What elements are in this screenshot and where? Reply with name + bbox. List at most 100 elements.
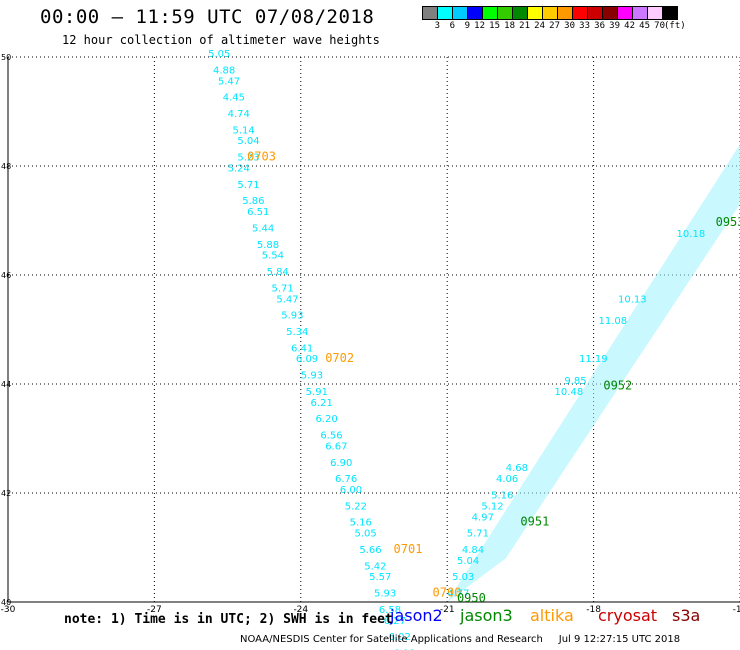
colorbar-label: 3 [434, 21, 440, 31]
swh-value: 5.04 [457, 556, 479, 567]
swh-value: 9.85 [564, 376, 586, 387]
swh-value: 5.14 [232, 125, 254, 136]
legend-jason2: jason2 [390, 606, 443, 625]
y-tick-label: 44 [1, 380, 11, 389]
chart-title: 00:00 — 11:59 UTC 07/08/2018 [40, 6, 375, 28]
time-label: 0700 [433, 586, 462, 600]
swh-value: 5.05 [354, 529, 376, 540]
swh-value: 10.48 [555, 387, 584, 398]
swh-value: 5.12 [481, 501, 503, 512]
swh-value: 5.47 [218, 76, 240, 87]
colorbar-label: 12 [474, 21, 485, 31]
swh-value: 5.71 [467, 529, 489, 540]
swh-value: 5.84 [267, 267, 289, 278]
swh-value: 4.97 [472, 512, 494, 523]
swh-value: 6.51 [247, 207, 269, 218]
swh-value: 10.13 [618, 294, 647, 305]
time-label: 0701 [394, 542, 423, 556]
colorbar-label: 33 [579, 21, 590, 31]
swh-value: 5.47 [276, 294, 298, 305]
swh-value: 6.58 [379, 605, 401, 616]
time-label: 0703 [247, 150, 276, 164]
swh-value: 6.00 [340, 485, 362, 496]
swh-value: 4.68 [506, 463, 528, 474]
footer-credit: NOAA/NESDIS Center for Satellite Applica… [240, 634, 543, 645]
time-label: 0951 [520, 515, 549, 529]
swh-value: 5.44 [252, 223, 274, 234]
swh-value: 6.20 [315, 414, 337, 425]
swh-value: 5.24 [228, 163, 250, 174]
swh-value: 5.05 [208, 49, 230, 60]
colorbar [422, 5, 678, 24]
x-tick-label: -15 [733, 605, 740, 615]
footer-timestamp: Jul 9 12:27:15 UTC 2018 [558, 634, 681, 645]
x-tick-label: -18 [586, 605, 601, 615]
colorbar-label: 6 [449, 21, 455, 31]
legend-s3a: s3a [672, 606, 701, 625]
colorbar-label: 21 [519, 21, 530, 31]
y-tick-label: 48 [1, 162, 11, 171]
y-tick-label: 50 [1, 53, 11, 62]
legend-cryosat: cryosat [598, 606, 658, 625]
swh-value: 6.67 [325, 441, 347, 452]
colorbar-label: 45 [639, 21, 650, 31]
swh-value: 4.77 [447, 589, 469, 600]
colorbar-label: 39 [609, 21, 620, 31]
swh-value: 4.06 [496, 474, 518, 485]
swh-value: 6.21 [311, 398, 333, 409]
time-label: 0702 [325, 351, 354, 365]
swh-value: 5.16 [350, 518, 372, 529]
swh-value: 6.90 [330, 458, 352, 469]
x-tick-label: -24 [293, 605, 308, 615]
swh-value: 4.88 [213, 65, 235, 76]
time-label: 0952 [603, 378, 632, 392]
swh-value: 5.16 [491, 490, 513, 501]
colorbar-unit: (ft) [664, 21, 686, 31]
swh-value: 6.76 [335, 474, 357, 485]
time-label: 0953 [716, 215, 740, 229]
swh-value: 5.22 [345, 501, 367, 512]
legend-altika: altika [530, 606, 574, 625]
swh-value: 6.13 [394, 649, 416, 650]
swh-value: 4.74 [228, 109, 250, 120]
x-tick-label: -30 [1, 605, 16, 615]
colorbar-label: 27 [549, 21, 560, 31]
swh-value: 5.88 [257, 240, 279, 251]
swh-value: 5.93 [281, 311, 303, 322]
swh-value: 6.09 [296, 354, 318, 365]
swh-value: 5.23 [237, 153, 259, 164]
swh-value: 5.86 [242, 196, 264, 207]
swh-value: 11.08 [598, 316, 627, 327]
swh-value: 5.03 [452, 572, 474, 583]
swh-value: 5.57 [369, 572, 391, 583]
track-swath [447, 144, 740, 602]
swh-value: 5.42 [364, 561, 386, 572]
swh-value: 6.02 [389, 632, 411, 643]
swh-value: 5.71 [237, 180, 259, 191]
y-tick-label: 40 [1, 598, 11, 607]
colorbar-label: 30 [564, 21, 575, 31]
footer: NOAA/NESDIS Center for Satellite Applica… [240, 634, 680, 645]
swh-value: 4.45 [223, 93, 245, 104]
y-tick-label: 46 [1, 271, 11, 280]
colorbar-swatch [662, 6, 678, 20]
swh-value: 5.54 [262, 251, 284, 262]
swh-value: 5.04 [237, 136, 259, 147]
swh-value: 5.66 [359, 545, 381, 556]
swh-value: 6.56 [320, 431, 342, 442]
swh-value: 6.41 [291, 343, 313, 354]
colorbar-label: 9 [464, 21, 470, 31]
colorbar-label: 15 [489, 21, 500, 31]
colorbar-label: 18 [504, 21, 515, 31]
swh-value: 6.27 [384, 616, 406, 627]
swh-value: 5.91 [306, 387, 328, 398]
colorbar-label: 24 [534, 21, 545, 31]
swh-value: 10.18 [677, 229, 706, 240]
colorbar-label: 70 [654, 21, 665, 31]
swh-value: 5.93 [374, 589, 396, 600]
swh-value: 5.71 [272, 283, 294, 294]
note-text: note: 1) Time is in UTC; 2) SWH is in fe… [64, 612, 393, 627]
colorbar-labels: 3 6 9 12 15 18 21 24 27 30 33 36 39 42 45 70 (ft) [422, 21, 740, 35]
swh-value: 5.93 [301, 371, 323, 382]
